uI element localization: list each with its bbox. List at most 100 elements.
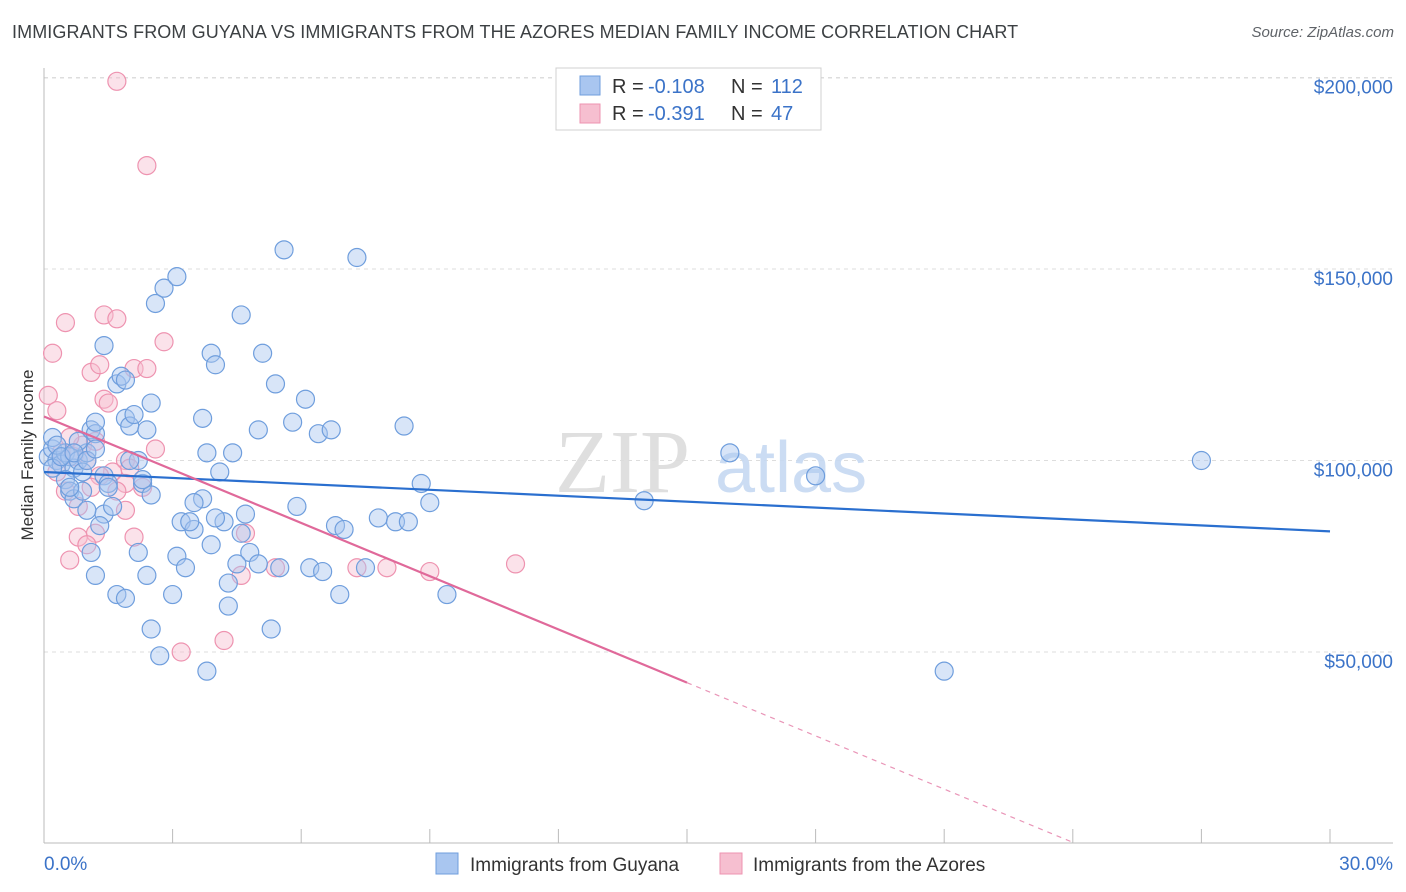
legend-r-value-guyana: -0.108	[648, 76, 705, 98]
x-tick-labels: 0.0% 30.0%	[44, 854, 1393, 875]
guyana-point	[235, 504, 256, 524]
legend-swatch-azores	[579, 103, 601, 124]
legend-bottom-swatch-guyana	[435, 852, 459, 875]
guyana-point	[141, 619, 161, 639]
guyana-point	[90, 516, 110, 536]
azores-point	[38, 385, 58, 405]
guyana-point	[218, 573, 238, 593]
guyana-point	[261, 619, 281, 639]
stats-legend: R = -0.108 N = 112 R = -0.391 N = 47	[555, 67, 822, 131]
guyana-point	[167, 267, 187, 287]
azores-point	[171, 642, 191, 662]
azores-point	[137, 358, 157, 379]
azores-point	[124, 527, 144, 547]
azores-point	[137, 155, 157, 176]
guyana-point	[394, 416, 414, 436]
guyana-point	[283, 412, 303, 432]
axes	[43, 68, 1393, 844]
guyana-point	[355, 558, 376, 578]
guyana-point	[248, 420, 268, 440]
guyana-point	[1191, 450, 1212, 471]
guyana-point	[47, 435, 67, 455]
guyana-point	[72, 481, 93, 501]
azores-point	[60, 550, 80, 570]
x-tick-min: 0.0%	[44, 854, 87, 875]
guyana-point	[330, 584, 350, 605]
y-axis-title: Median Family Income	[18, 369, 37, 540]
guyana-point	[150, 646, 170, 666]
guyana-point	[98, 477, 118, 497]
legend-bottom-label-guyana: Immigrants from Guyana	[470, 855, 679, 876]
guyana-point	[154, 278, 174, 298]
guyana-point	[201, 343, 221, 363]
guyana-point	[205, 355, 226, 375]
azores-point	[235, 523, 256, 543]
legend-n-value-guyana: 112	[771, 76, 803, 98]
guyana-points	[38, 240, 1212, 681]
guyana-point	[223, 443, 243, 463]
guyana-point	[94, 336, 114, 356]
trend-lines	[43, 415, 1331, 844]
guyana-point	[231, 305, 251, 325]
guyana-point	[85, 565, 106, 586]
guyana-point	[141, 393, 161, 413]
guyana-point	[132, 470, 153, 490]
guyana-point	[51, 447, 71, 467]
guyana-point	[77, 500, 97, 520]
guyana-point	[420, 493, 440, 513]
y-tick-label-1: $100,000	[1314, 461, 1393, 482]
guyana-point	[115, 370, 136, 390]
grid-lines	[44, 77, 1393, 653]
azores-point	[115, 500, 136, 520]
source-credit: Source: ZipAtlas.com	[1251, 24, 1394, 41]
guyana-point	[68, 431, 88, 451]
guyana-point	[72, 462, 93, 482]
guyana-point	[128, 542, 148, 563]
azores-point	[214, 630, 234, 651]
legend-r-value-azores: -0.391	[648, 103, 705, 125]
guyana-point	[398, 512, 418, 532]
guyana-point	[274, 240, 294, 260]
chart-title: IMMIGRANTS FROM GUYANA VS IMMIGRANTS FRO…	[12, 22, 1019, 42]
legend-n-label-guyana: N =	[731, 76, 763, 98]
guyana-point	[163, 584, 183, 605]
y-tick-labels: $50,000 $100,000 $150,000 $200,000	[1314, 78, 1393, 674]
guyana-point	[115, 588, 136, 608]
azores-point	[107, 309, 127, 329]
legend-bottom-label-azores: Immigrants from the Azores	[753, 855, 985, 876]
guyana-point	[81, 542, 101, 563]
azores-point	[94, 305, 114, 325]
guyana-point	[197, 661, 217, 681]
guyana-point	[313, 561, 333, 582]
guyana-point	[201, 535, 221, 555]
guyana-point	[137, 565, 157, 586]
guyana-point	[248, 554, 268, 574]
azores-point	[505, 554, 526, 574]
watermark-zip: ZIP	[555, 413, 690, 512]
guyana-trend-line	[43, 470, 1331, 533]
watermark: ZIP atlas	[555, 413, 867, 512]
legend-swatch-guyana	[579, 75, 601, 96]
guyana-point	[300, 558, 320, 578]
guyana-point	[85, 439, 106, 459]
guyana-point	[184, 493, 204, 513]
guyana-point	[124, 404, 144, 425]
legend-n-value-azores: 47	[771, 103, 793, 125]
watermark-atlas: atlas	[715, 428, 867, 508]
guyana-point	[141, 485, 161, 505]
guyana-point	[231, 523, 251, 543]
guyana-point	[270, 558, 290, 578]
guyana-point	[205, 508, 226, 528]
azores-trend-line	[43, 415, 688, 684]
azores-point	[47, 401, 67, 421]
guyana-point	[347, 247, 367, 268]
guyana-point	[210, 462, 230, 482]
guyana-point	[321, 420, 341, 440]
guyana-point	[102, 496, 123, 517]
y-tick-label-0: $50,000	[1324, 652, 1393, 673]
guyana-point	[265, 374, 286, 394]
guyana-point	[137, 420, 157, 440]
azores-point	[154, 332, 174, 352]
azores-point	[55, 313, 76, 333]
